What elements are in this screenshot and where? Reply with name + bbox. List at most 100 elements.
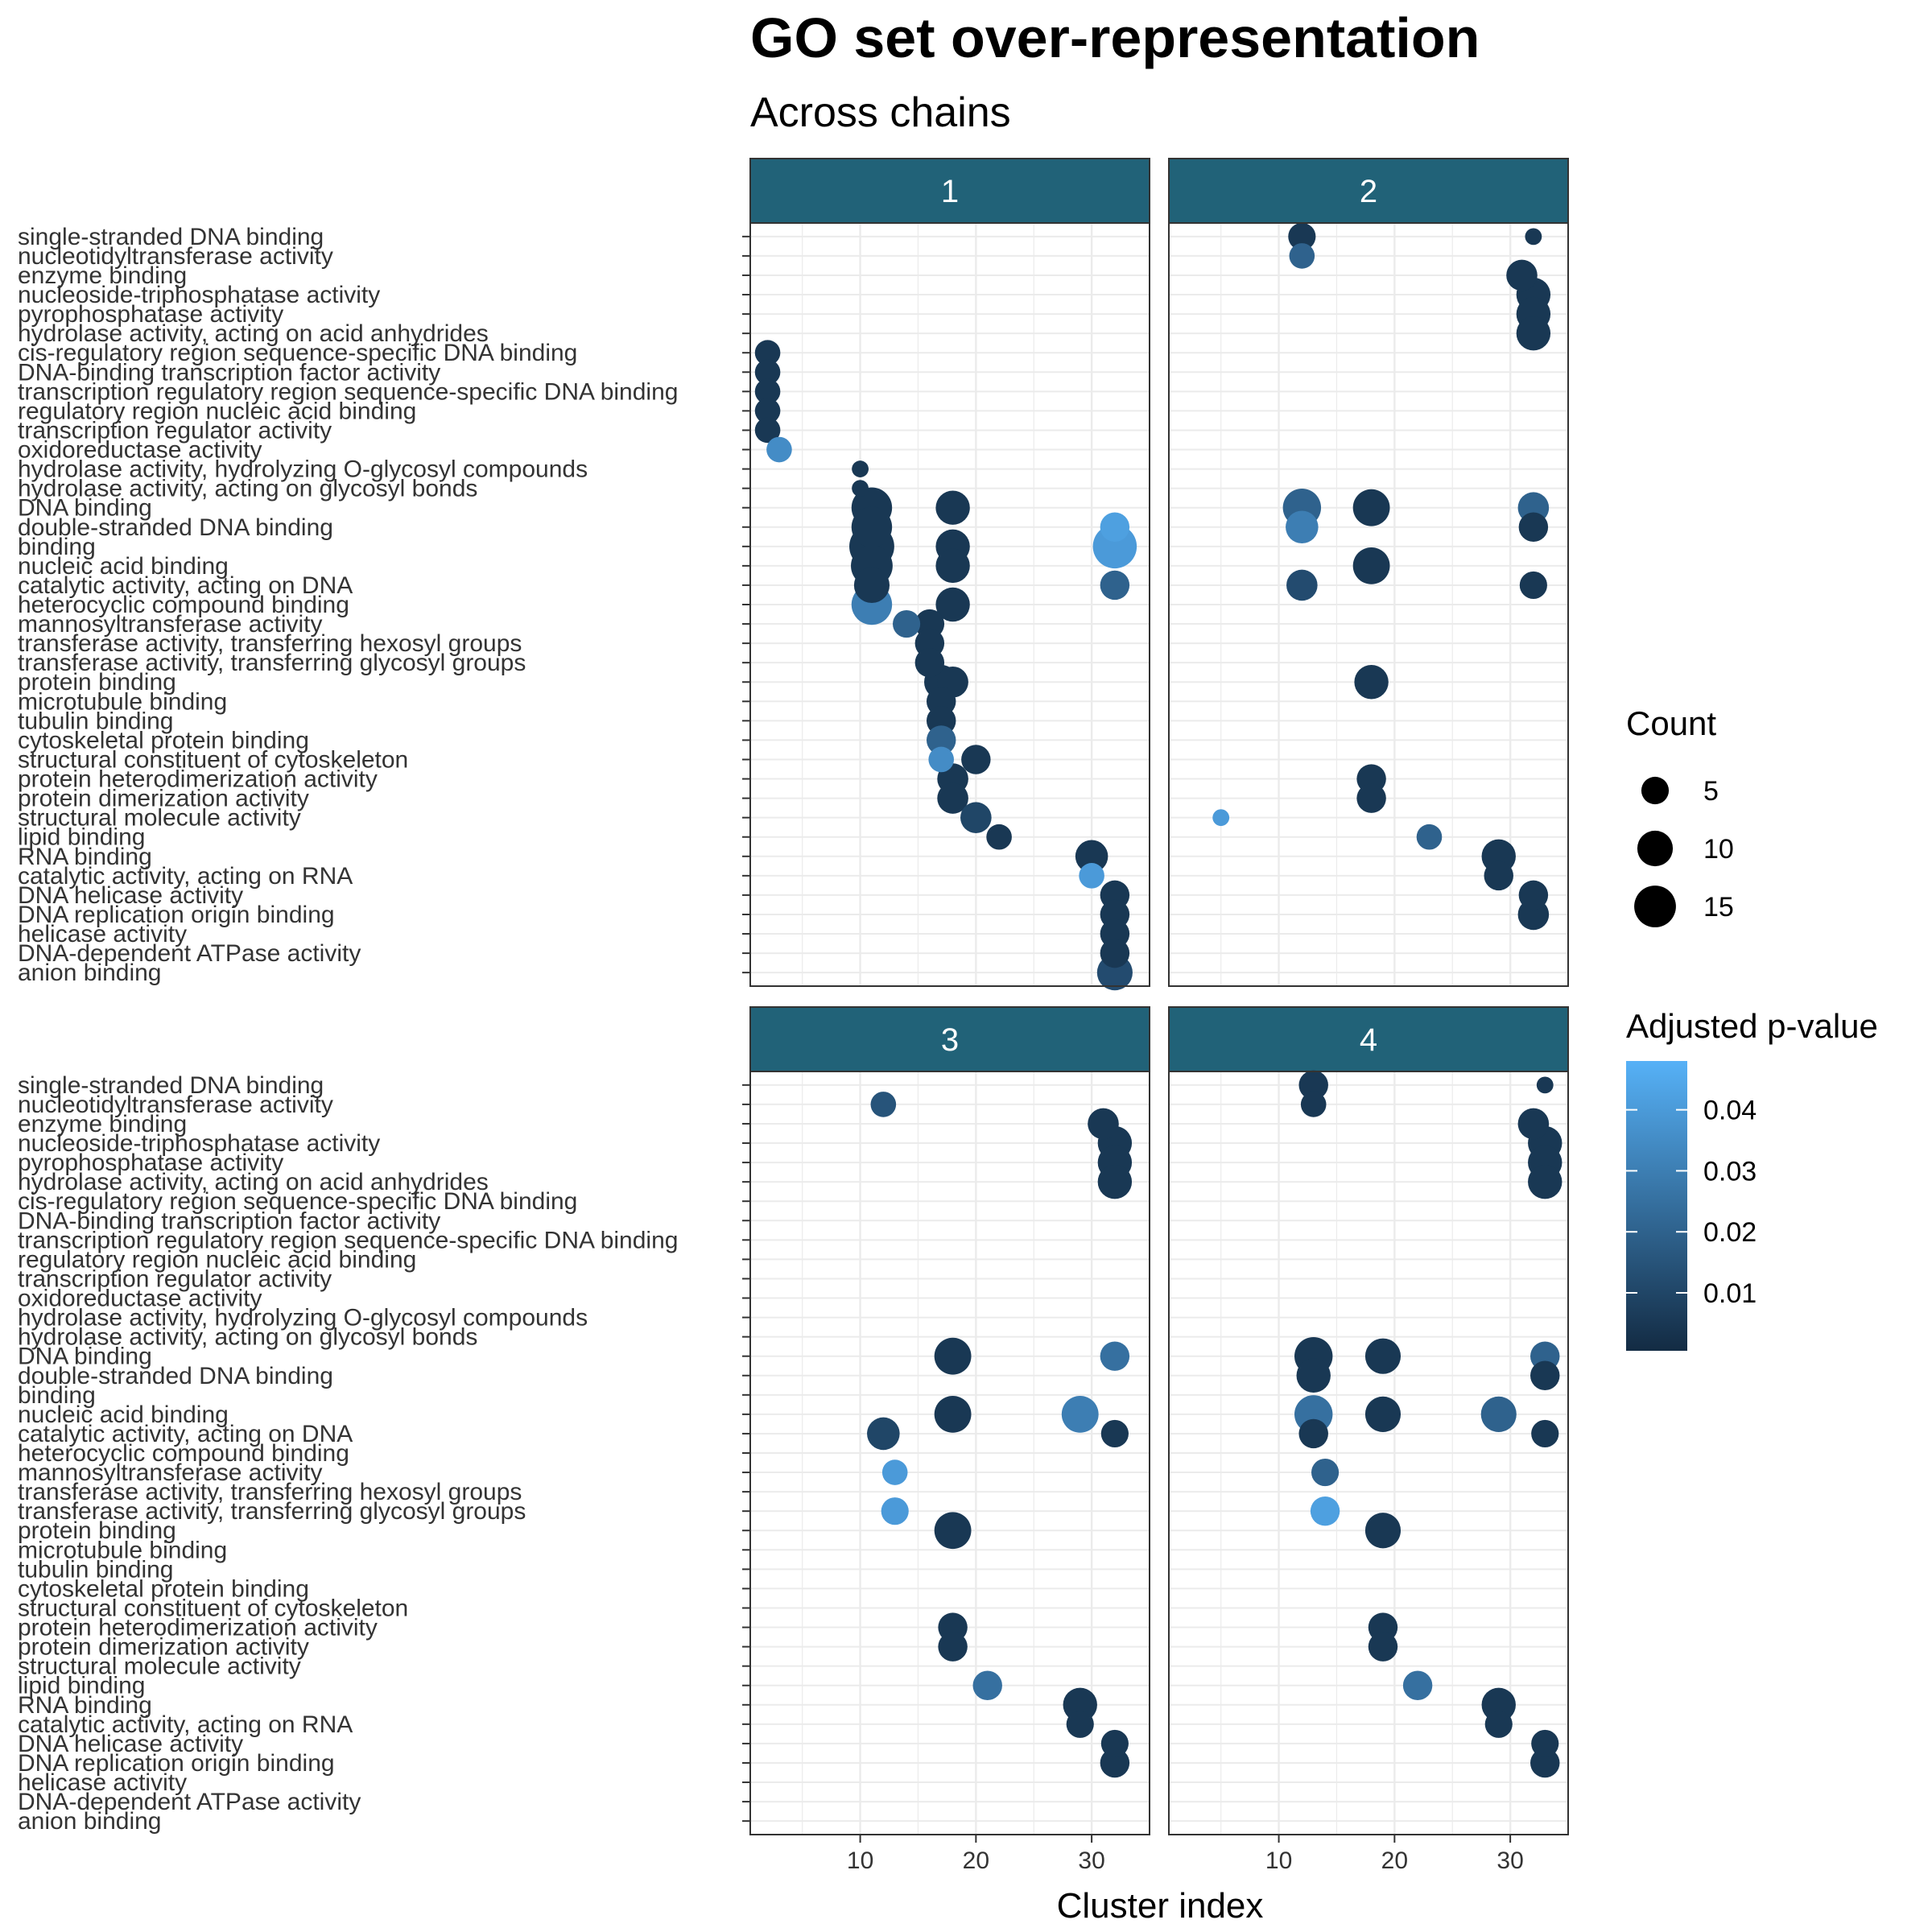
data-point (1063, 1687, 1097, 1722)
x-axis-title: Cluster index (1057, 1886, 1264, 1926)
y-tick-label: microtubule binding (18, 688, 227, 715)
y-tick-label: cytoskeletal protein binding (18, 727, 309, 753)
data-point (1286, 510, 1319, 544)
data-point (1530, 1748, 1560, 1778)
size-legend-label: 10 (1703, 834, 1734, 865)
data-point (1517, 1108, 1550, 1140)
data-point (1528, 1164, 1563, 1199)
size-legend-label: 15 (1703, 892, 1734, 923)
y-tick-label: transcription regulator activity (18, 1265, 332, 1292)
data-point (853, 567, 890, 604)
x-tick-label: 20 (1381, 1847, 1408, 1874)
size-legend-key (1634, 886, 1676, 927)
y-tick-label: tubulin binding (18, 1556, 174, 1583)
data-point (1416, 824, 1443, 850)
y-tick-label: hydrolase activity, acting on glycosyl b… (18, 1324, 477, 1351)
data-point (1531, 1729, 1559, 1757)
data-point (1525, 228, 1542, 246)
data-point (1298, 1418, 1328, 1449)
y-tick-label: protein binding (18, 1517, 176, 1544)
y-tick-label: helicase activity (18, 1769, 187, 1796)
chart-subtitle: Across chains (750, 89, 1011, 136)
y-tick-label: double-stranded DNA binding (18, 514, 333, 541)
size-legend-key (1641, 776, 1670, 805)
data-point (1402, 1670, 1433, 1700)
y-tick-label: nucleic acid binding (18, 1402, 229, 1428)
data-point (1484, 861, 1513, 891)
data-point (754, 398, 781, 424)
color-legend-ticks: 0.01 0.02 0.03 0.04 (1626, 1096, 1757, 1309)
data-point (1088, 1108, 1119, 1140)
data-point (1364, 1513, 1402, 1549)
y-tick-label: RNA binding (18, 844, 152, 870)
x-tick-label: 30 (1078, 1847, 1104, 1874)
data-point (935, 490, 970, 525)
panel-border (1168, 222, 1569, 987)
data-point (1100, 570, 1130, 601)
y-tick-label: DNA binding (18, 1344, 152, 1370)
data-point (852, 480, 869, 497)
data-point (881, 1459, 908, 1485)
data-point (1352, 489, 1390, 526)
data-point (1481, 1687, 1516, 1722)
data-point (1530, 1360, 1560, 1390)
color-legend-label: 0.03 (1703, 1156, 1757, 1187)
data-point (935, 548, 970, 584)
y-tick-label: transferase activity, transferring glyco… (18, 1498, 526, 1525)
y-tick-label: lipid binding (18, 824, 145, 851)
data-point (1079, 863, 1104, 889)
panel-grid (750, 223, 1150, 986)
data-point (867, 1417, 900, 1451)
data-point (1061, 1395, 1099, 1433)
data-point (960, 802, 992, 833)
y-tick-label: regulatory region nucleic acid binding (18, 1246, 416, 1273)
y-tick-label: DNA replication origin binding (18, 902, 335, 928)
color-legend-bar (1626, 1061, 1687, 1351)
data-point (1484, 1710, 1513, 1738)
x-tick-label: 20 (963, 1847, 989, 1874)
facet-strip-4 (1168, 1006, 1569, 1072)
data-point (1364, 1338, 1402, 1374)
data-point (1364, 1396, 1402, 1432)
y-tick-label: DNA replication origin binding (18, 1750, 335, 1777)
data-point (926, 725, 956, 755)
data-point (1300, 1092, 1327, 1117)
facet-strip-label-4: 4 (1360, 1022, 1377, 1058)
data-point (1212, 809, 1230, 827)
x-tick-label: 10 (1265, 1847, 1292, 1874)
data-point (1519, 571, 1547, 600)
y-tick-label: pyrophosphatase activity (18, 1150, 283, 1176)
chart-title: GO set over-representation (750, 6, 1480, 69)
data-point (1518, 880, 1549, 910)
y-tick-label: heterocyclic compound binding (18, 592, 349, 618)
y-tick-label: nucleoside-triphosphatase activity (18, 282, 380, 308)
data-point (754, 378, 781, 405)
facet-panel-3: 3 10 20 30 (742, 1006, 1150, 1874)
y-tick-label: nucleoside-triphosphatase activity (18, 1130, 380, 1157)
panel-grid (1169, 223, 1568, 986)
y-tick-label: tubulin binding (18, 708, 174, 734)
y-tick-label: protein heterodimerization activity (18, 1615, 378, 1641)
y-tick-label: hydrolase activity, acting on acid anhyd… (18, 320, 489, 347)
y-tick-label: structural molecule activity (18, 805, 301, 832)
color-legend-label: 0.04 (1703, 1096, 1757, 1126)
y-tick-label: anion binding (18, 960, 162, 986)
data-point (1310, 1496, 1340, 1526)
data-point (1066, 1710, 1094, 1738)
y-tick-label: hydrolase activity, hydrolyzing O-glycos… (18, 456, 588, 483)
y-tick-label: DNA helicase activity (18, 882, 243, 909)
color-legend-title: Adjusted p-value (1626, 1007, 1878, 1045)
facet-strip-label-3: 3 (941, 1022, 959, 1058)
facet-strip-label-1: 1 (941, 174, 959, 209)
y-tick-label: pyrophosphatase activity (18, 301, 283, 328)
data-point (893, 609, 921, 638)
y-tick-label: RNA binding (18, 1692, 152, 1719)
y-tick-label: catalytic activity, acting on DNA (18, 572, 353, 599)
data-point (1100, 1748, 1130, 1778)
y-tick-label: single-stranded DNA binding (18, 224, 324, 250)
y-tick-label: catalytic activity, acting on DNA (18, 1421, 353, 1447)
y-tick-label: cis-regulatory region sequence-specific … (18, 340, 577, 366)
y-tick-label: oxidoreductase activity (18, 437, 262, 464)
facet-panel-1: 1 (742, 158, 1150, 991)
